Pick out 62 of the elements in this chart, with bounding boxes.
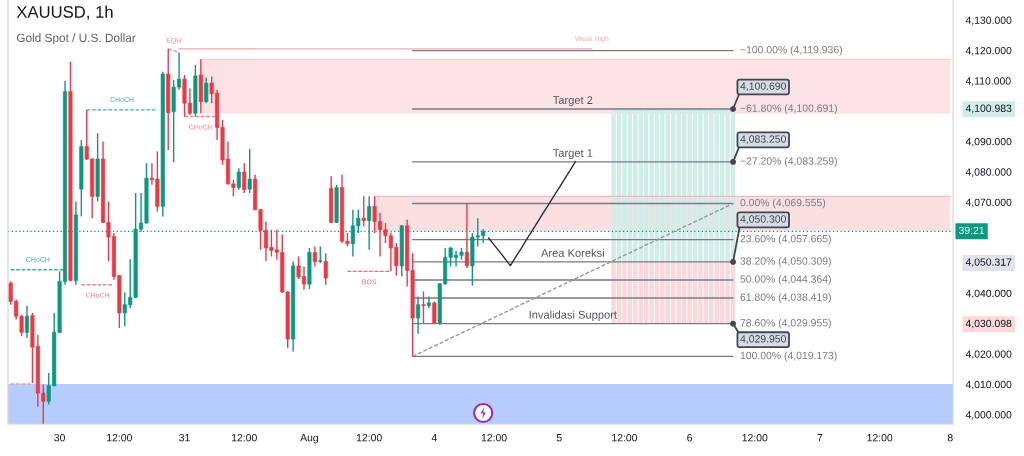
series-label: 100.00% (4,019.173) — [740, 351, 837, 362]
series-label: 78.60% (4,029.955) — [740, 318, 831, 329]
series-label: −27.20% (4,083.259) — [740, 157, 837, 167]
x-tick-label: 12:00 — [232, 434, 257, 442]
x-tick-label: 12:00 — [867, 434, 893, 442]
candlestick — [242, 162, 247, 194]
x-tick-label: 12:00 — [107, 434, 132, 442]
candlestick — [312, 245, 317, 268]
series-label: 38.20% (4,050.309) — [740, 257, 831, 267]
data-label: 4,100.690 — [740, 82, 786, 92]
x-tick-label: 8 — [947, 434, 953, 442]
x-tick-label: 7 — [817, 434, 823, 442]
chart-title: XAUUSD, 1h — [16, 5, 113, 20]
candlestick — [323, 252, 328, 286]
candlestick — [247, 148, 252, 194]
x-tick-label: 12:00 — [612, 434, 638, 442]
y-tick-label: 4,040.000 — [965, 289, 1012, 299]
y-tick-label: 4,070.000 — [965, 198, 1012, 208]
candlestick — [24, 304, 30, 339]
y-tick-label: 4,010.000 — [965, 380, 1012, 390]
x-tick-label: 4 — [431, 434, 437, 442]
candlestick — [236, 167, 241, 191]
series-label: 61.80% (4,038.419) — [740, 293, 831, 303]
x-tick-label: 30 — [54, 434, 65, 442]
y-tick-label: 4,020.000 — [965, 350, 1012, 359]
candlestick — [204, 76, 209, 104]
x-tick-label: 12:00 — [356, 434, 382, 442]
x-tick-label: 12:00 — [742, 434, 768, 442]
text: Gold Spot / U.S. Dollar — [16, 33, 136, 45]
data-label: 4,050.300 — [740, 215, 786, 224]
candlestick — [361, 195, 366, 228]
series-label: −100.00% (4,119.936) — [740, 45, 842, 56]
y-tick-label: 4,090.000 — [965, 137, 1012, 147]
candlestick — [416, 295, 421, 335]
series-label: 50.00% (4,044.364) — [740, 275, 831, 285]
x-tick-label: 12:00 — [481, 434, 507, 442]
data-label: 4,083.250 — [740, 135, 786, 144]
data-label: 4,029.950 — [740, 335, 786, 344]
series-label: −61.80% (4,100.691) — [740, 104, 837, 114]
x-tick-label: 5 — [556, 434, 562, 442]
annotation: Invalidasi Support — [529, 310, 617, 321]
y-tick-label: 4,130.000 — [965, 16, 1012, 26]
annotation: 39:21 — [958, 226, 985, 235]
candlestick — [464, 202, 469, 269]
candlestick — [432, 300, 437, 325]
x-tick-label: 31 — [179, 434, 190, 442]
y-tick-label: 4,050.317 — [965, 258, 1012, 267]
y-tick-label: 4,100.983 — [965, 104, 1012, 114]
annotation: Target 2 — [553, 96, 593, 107]
line-series — [411, 202, 734, 358]
y-tick-label: 4,080.000 — [965, 168, 1012, 177]
series-label: 0.00% (4,069.555) — [740, 198, 826, 209]
x-tick-label: Aug — [300, 434, 319, 444]
y-tick-label: 4,000.000 — [965, 411, 1012, 420]
series-label: 23.60% (4,057.665) — [740, 234, 831, 245]
y-tick-label: 4,110.000 — [965, 77, 1011, 86]
y-tick-label: 4,120.000 — [965, 46, 1012, 56]
x-tick-label: 6 — [687, 434, 693, 442]
annotation: Area Koreksi — [541, 248, 604, 257]
candlestick — [421, 290, 426, 324]
annotation: Target 1 — [553, 149, 593, 160]
y-tick-label: 4,030.098 — [965, 319, 1012, 329]
